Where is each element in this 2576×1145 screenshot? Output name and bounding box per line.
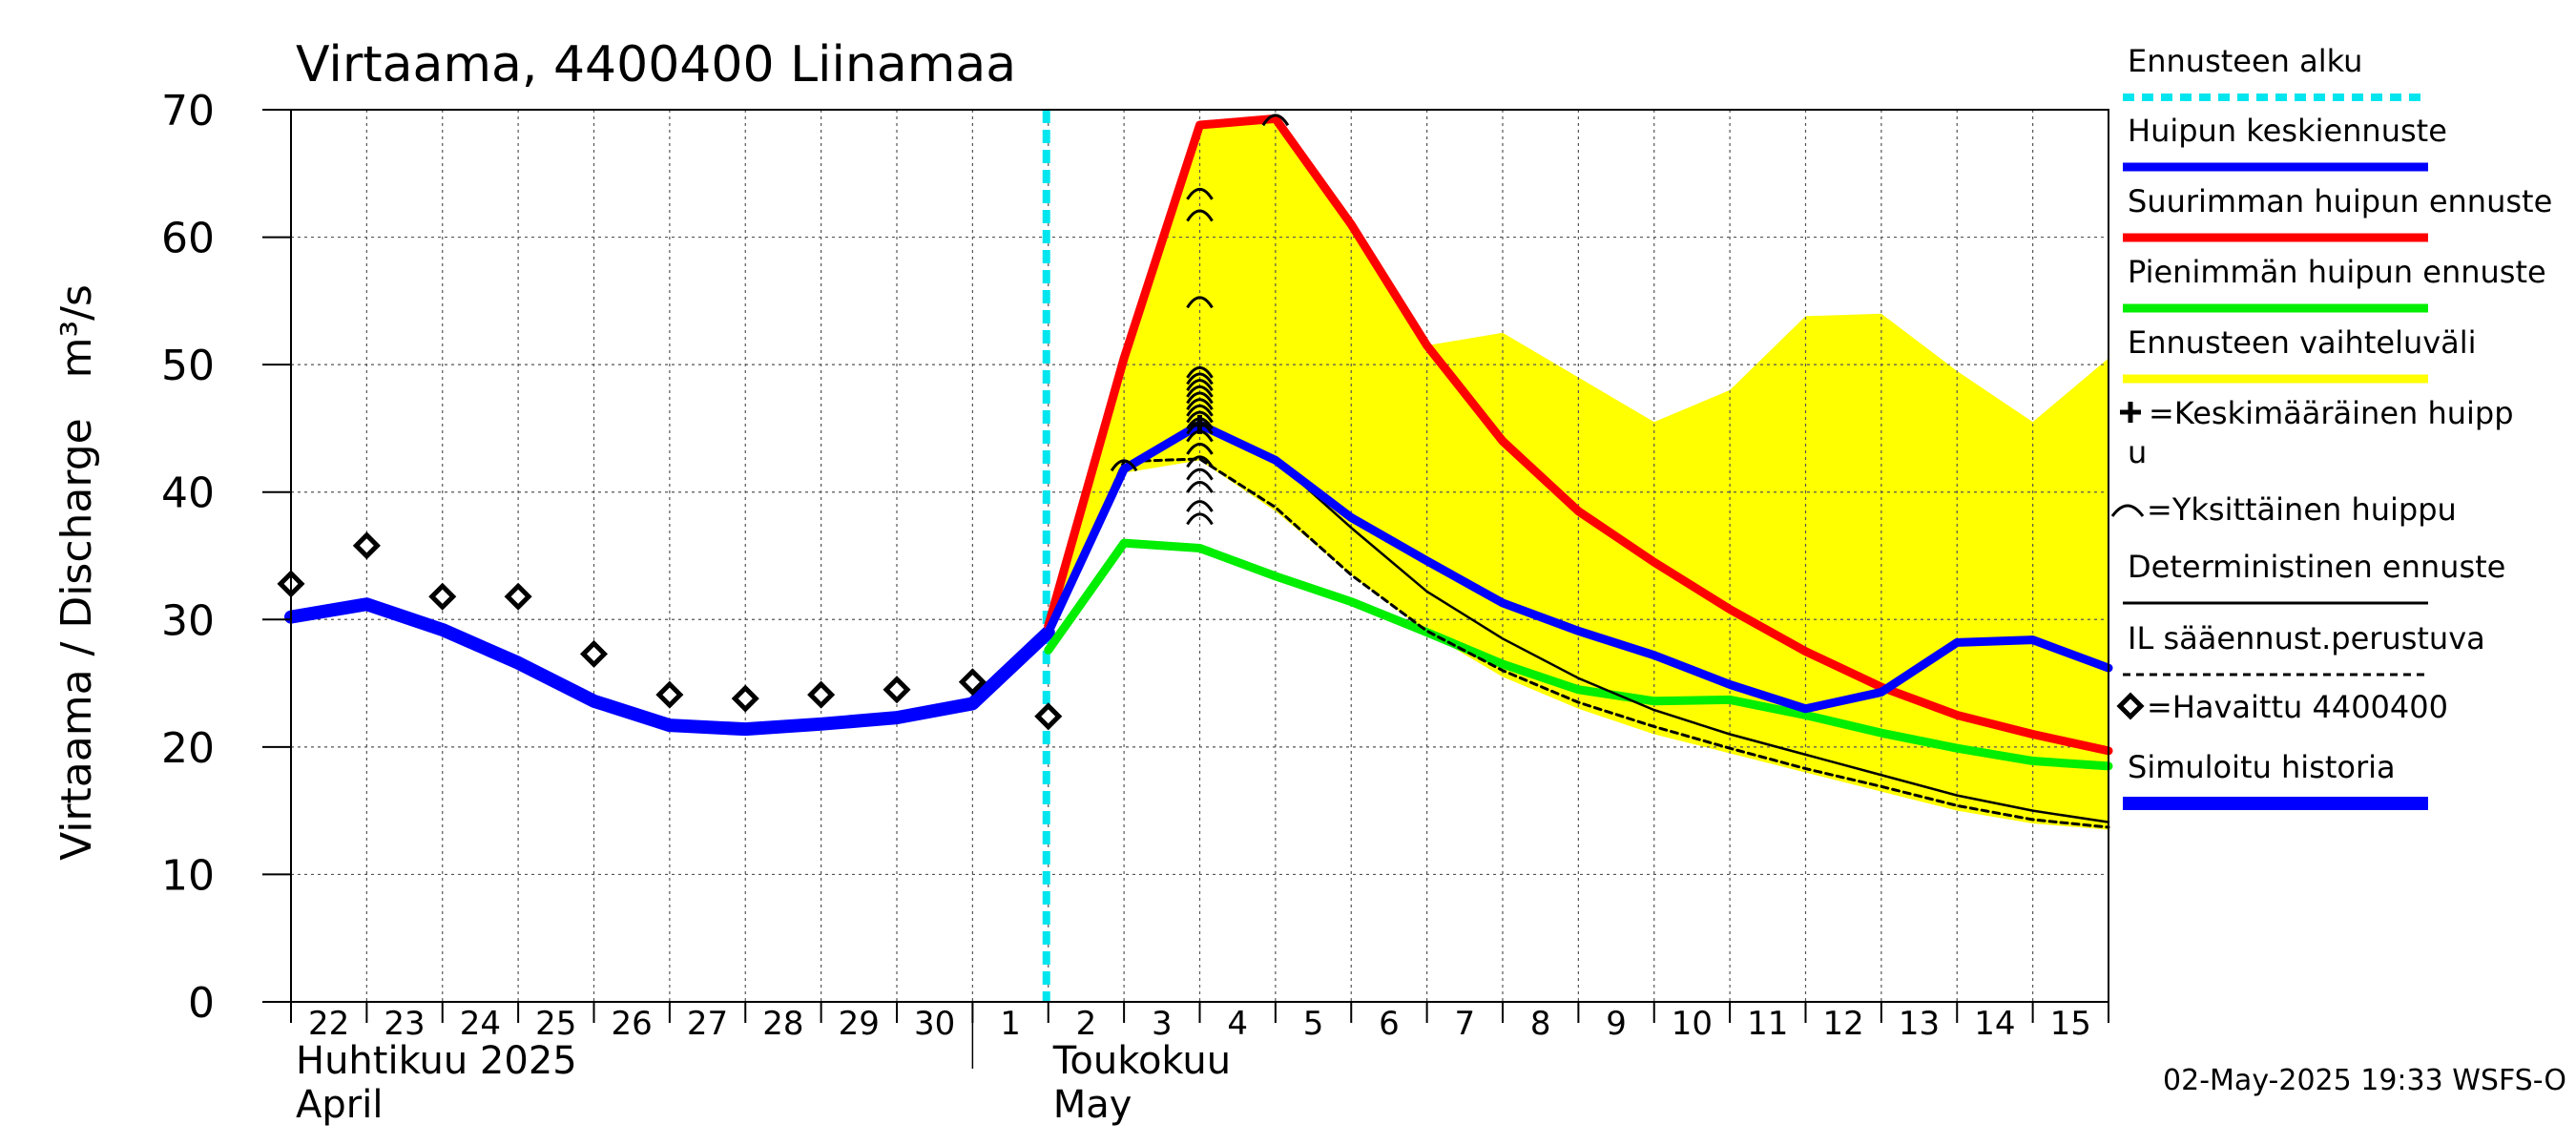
y-tick-label: 30 <box>161 596 215 645</box>
month-label: Toukokuu <box>1052 1039 1231 1083</box>
x-tick-label: 24 <box>460 1005 501 1043</box>
forecast-range-band <box>1048 118 2109 830</box>
legend-item-10-label: Simuloitu historia <box>2128 749 2396 785</box>
marker-layer <box>277 114 1290 731</box>
y-tick-label: 0 <box>188 979 215 1028</box>
x-tick-label: 28 <box>762 1005 803 1043</box>
x-tick-label: 25 <box>535 1005 576 1043</box>
single-peak-marker <box>1186 391 1214 405</box>
y-tick-label: 10 <box>161 851 215 900</box>
x-tick-label: 7 <box>1454 1005 1475 1043</box>
observed-point <box>352 531 381 560</box>
y-tick-label: 70 <box>161 87 215 135</box>
x-tick-label: 26 <box>612 1005 653 1043</box>
legend: Ennusteen alku Huipun keskiennuste Suurimm… <box>2110 43 2552 810</box>
observed-point <box>428 582 457 611</box>
legend-item-5-label-2: u <box>2128 434 2147 470</box>
forecast-band-layer <box>1048 118 2109 830</box>
x-tick-label: 3 <box>1152 1005 1173 1043</box>
single-peak-marker <box>1186 296 1214 309</box>
single-peak-marker <box>1186 442 1214 455</box>
observed-point <box>883 676 911 704</box>
x-tick-label: 14 <box>1974 1005 2015 1043</box>
single-peak-marker <box>1186 500 1214 512</box>
single-peak-marker <box>1186 385 1214 398</box>
x-tick-label: 11 <box>1747 1005 1788 1043</box>
single-peak-marker <box>1186 410 1214 424</box>
single-peak-marker <box>1186 455 1214 468</box>
x-tick-label: 9 <box>1606 1005 1627 1043</box>
x-tick-label: 8 <box>1530 1005 1551 1043</box>
legend-item-2-label: Suurimman huipun ennuste <box>2128 183 2552 219</box>
observed-point <box>807 680 836 709</box>
legend-item-1-label: Huipun keskiennuste <box>2128 113 2447 149</box>
x-tick-label: 27 <box>687 1005 728 1043</box>
single-peak-marker <box>1186 365 1214 379</box>
x-tick-label: 5 <box>1303 1005 1324 1043</box>
grid-layer <box>291 109 2109 1002</box>
series-line-simuloitu-historia <box>284 597 1055 737</box>
observed-point <box>504 582 532 611</box>
month-label: April <box>296 1083 383 1127</box>
x-tick-label: 10 <box>1672 1005 1713 1043</box>
legend-item-8-label: IL sääennust.perustuva <box>2128 620 2485 656</box>
x-tick-label: 22 <box>308 1005 349 1043</box>
y-axis-label: Virtaama / Discharge m³/s <box>52 284 101 861</box>
chart-title: Virtaama, 4400400 Liinamaa <box>296 36 1016 94</box>
series-line-il-s-ennust-perustuva <box>1047 457 2110 829</box>
y-tick-label: 60 <box>161 215 215 263</box>
observed-point <box>655 680 684 709</box>
single-peak-marker <box>1186 481 1214 493</box>
single-peak-marker <box>1186 209 1214 222</box>
single-peak-marker <box>1261 114 1290 127</box>
series-layer <box>284 114 2113 829</box>
x-tick-label: 23 <box>384 1005 425 1043</box>
x-tick-label: 4 <box>1227 1005 1248 1043</box>
timestamp-label: 02-May-2025 19:33 WSFS-O <box>2163 1064 2566 1097</box>
series-line-huipun-keskiennuste <box>1044 420 2113 714</box>
legend-item-6-label: =Yksittäinen huippu <box>2147 491 2457 528</box>
legend-item-5-label: =Keskimääräinen huipp <box>2149 395 2514 431</box>
single-peak-marker <box>1186 404 1214 417</box>
legend-item-4-label: Ennusteen vaihteluväli <box>2128 324 2477 361</box>
y-tick-label: 20 <box>161 724 215 773</box>
series-line-pienimm-n-huipun-ennuste <box>1044 538 2113 771</box>
legend-item-5-swatch <box>2120 402 2141 423</box>
single-peak-marker <box>1186 372 1214 385</box>
legend-item-9-swatch <box>2116 692 2145 720</box>
legend-item-0-label: Ennusteen alku <box>2128 43 2362 79</box>
x-tick-label: 30 <box>914 1005 955 1043</box>
x-tick-label: 6 <box>1379 1005 1400 1043</box>
legend-item-6-swatch <box>2110 504 2145 517</box>
single-peak-marker <box>1110 459 1138 472</box>
legend-item-7-label: Deterministinen ennuste <box>2128 549 2505 585</box>
month-label: Huhtikuu 2025 <box>296 1039 577 1083</box>
observed-point <box>958 668 987 697</box>
x-tick-label: 29 <box>839 1005 880 1043</box>
y-tick-label: 40 <box>161 469 215 518</box>
x-tick-label: 12 <box>1823 1005 1864 1043</box>
y-tick-label: 50 <box>161 342 215 390</box>
x-tick-label: 13 <box>1899 1005 1940 1043</box>
legend-item-9-label: =Havaittu 4400400 <box>2147 689 2448 725</box>
single-peak-marker <box>1186 398 1214 411</box>
single-peak-marker <box>1186 379 1214 392</box>
mean-peak-marker <box>1190 414 1210 434</box>
observed-point <box>1034 702 1063 731</box>
single-peak-marker <box>1186 187 1214 200</box>
month-label: May <box>1053 1083 1132 1127</box>
observed-point <box>731 684 759 713</box>
single-peak-marker <box>1186 512 1214 526</box>
series-line-suurimman-huipun-ennuste <box>1044 114 2113 756</box>
legend-item-3-label: Pienimmän huipun ennuste <box>2128 254 2546 290</box>
x-tick-label: 15 <box>2050 1005 2091 1043</box>
observed-point <box>579 639 609 668</box>
single-peak-marker <box>1186 468 1214 481</box>
x-tick-label: 2 <box>1076 1005 1097 1043</box>
x-tick-label: 1 <box>1000 1005 1021 1043</box>
